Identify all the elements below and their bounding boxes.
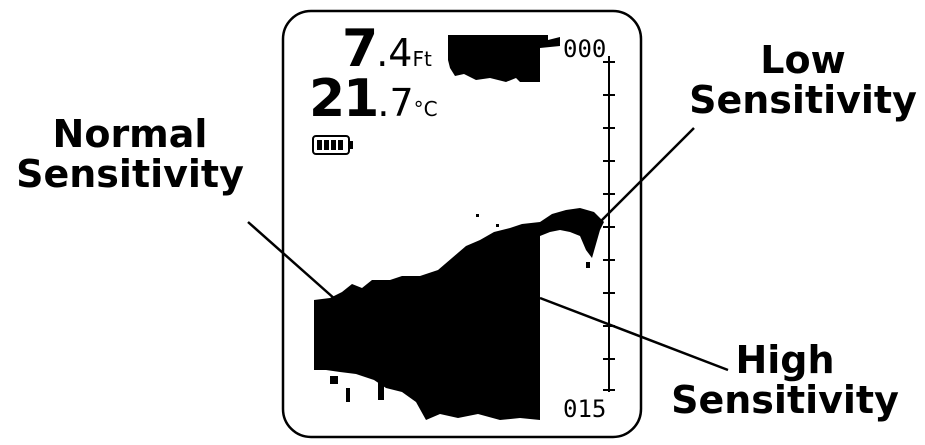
depth-unit: Ft	[412, 47, 432, 71]
depth-scale-ticks	[603, 61, 615, 391]
callout-line-normal	[247, 221, 337, 301]
normal-sensitivity-label: Normal Sensitivity	[10, 114, 250, 194]
callout-line-high	[539, 296, 729, 372]
speckle	[476, 214, 479, 217]
surface-clutter	[448, 35, 560, 82]
high-label-line-2: Sensitivity	[671, 378, 899, 422]
temperature-unit: °C	[413, 97, 438, 121]
low-sensitivity-return	[540, 208, 604, 258]
callout-line-low	[593, 127, 695, 229]
normal-label-line-2: Sensitivity	[16, 152, 244, 196]
normal-label-line-1: Normal	[52, 112, 208, 156]
high-label-line-1: High	[735, 338, 835, 382]
scale-top-label: 000	[563, 35, 607, 63]
scale-bottom-label: 015	[563, 395, 607, 423]
bottom-return	[314, 222, 540, 420]
low-sensitivity-label: Low Sensitivity	[688, 40, 918, 120]
speckle	[378, 380, 384, 400]
speckle	[330, 376, 338, 384]
battery-icon	[312, 135, 353, 155]
depth-readout: 7.4Ft	[342, 22, 432, 76]
speckle	[346, 388, 350, 402]
temperature-whole: 21	[309, 69, 379, 129]
high-sensitivity-label: High Sensitivity	[660, 340, 910, 420]
speckle	[586, 262, 590, 268]
depth-fraction: .4	[376, 31, 413, 75]
temperature-fraction: .7	[377, 81, 414, 125]
low-label-line-2: Sensitivity	[689, 78, 917, 122]
temperature-readout: 21.7°C	[309, 72, 438, 126]
speckle	[496, 224, 499, 227]
low-label-line-1: Low	[760, 38, 846, 82]
depth-whole: 7	[342, 19, 378, 79]
